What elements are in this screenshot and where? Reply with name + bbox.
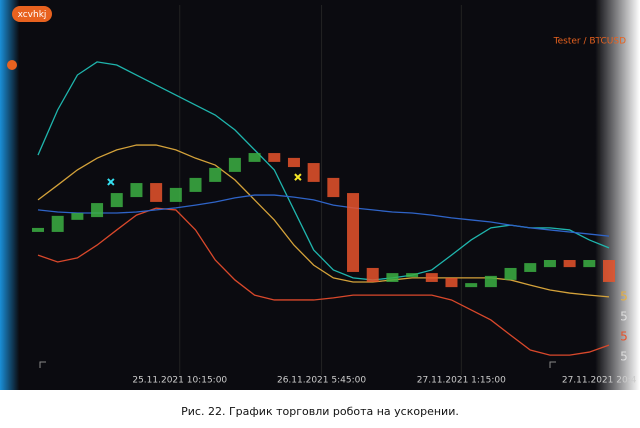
- candle: [425, 273, 438, 282]
- candle: [583, 260, 596, 268]
- candle: [169, 187, 182, 202]
- candle: [51, 215, 64, 232]
- candle: [32, 227, 44, 232]
- price-label: 5: [620, 350, 628, 364]
- candle: [563, 260, 576, 268]
- candle: [110, 193, 123, 208]
- candle: [543, 260, 556, 268]
- candle: [150, 183, 163, 202]
- candle: [287, 157, 300, 168]
- trade-marker: [107, 178, 115, 186]
- candle: [445, 277, 458, 288]
- candle: [366, 267, 379, 282]
- candle: [248, 153, 261, 162]
- indicator-line: [37, 144, 610, 298]
- chart-title: Tester / BTCUSD: [553, 37, 626, 47]
- caption: Рис. 22. График торговли робота на ускор…: [181, 405, 459, 418]
- candle: [268, 153, 281, 162]
- x-tick-label: 27.11.2021 1:15:00: [417, 376, 506, 386]
- corner-marks: [39, 361, 556, 368]
- candle: [307, 163, 320, 182]
- price-label: 5: [620, 290, 628, 304]
- candle: [347, 193, 360, 272]
- indicator-line: [37, 194, 610, 237]
- candle: [504, 267, 517, 280]
- candle: [603, 260, 615, 282]
- x-tick-label: 26.11.2021 5:45:00: [277, 376, 366, 386]
- x-tick-label: 25.11.2021 10:15:00: [132, 376, 227, 386]
- candle: [524, 263, 537, 272]
- candle: [228, 157, 241, 172]
- candle: [465, 283, 478, 288]
- candle: [71, 213, 84, 220]
- chart-frame: [0, 0, 640, 390]
- candle: [484, 275, 497, 288]
- candle: [386, 273, 399, 282]
- price-label: 5: [620, 310, 628, 324]
- price-label: 5: [620, 330, 628, 344]
- candle: [327, 177, 340, 198]
- badge: xcvhkj: [18, 10, 47, 20]
- trade-marker: [294, 173, 302, 181]
- side-handle: [7, 60, 17, 70]
- candle: [91, 203, 104, 218]
- candle: [130, 183, 143, 198]
- badge-bg: [12, 6, 52, 22]
- candle: [209, 167, 222, 182]
- x-tick-label: 27.11.2021 20:4: [562, 376, 637, 386]
- candle: [406, 273, 419, 278]
- indicator-line: [37, 207, 610, 356]
- candle: [189, 177, 202, 192]
